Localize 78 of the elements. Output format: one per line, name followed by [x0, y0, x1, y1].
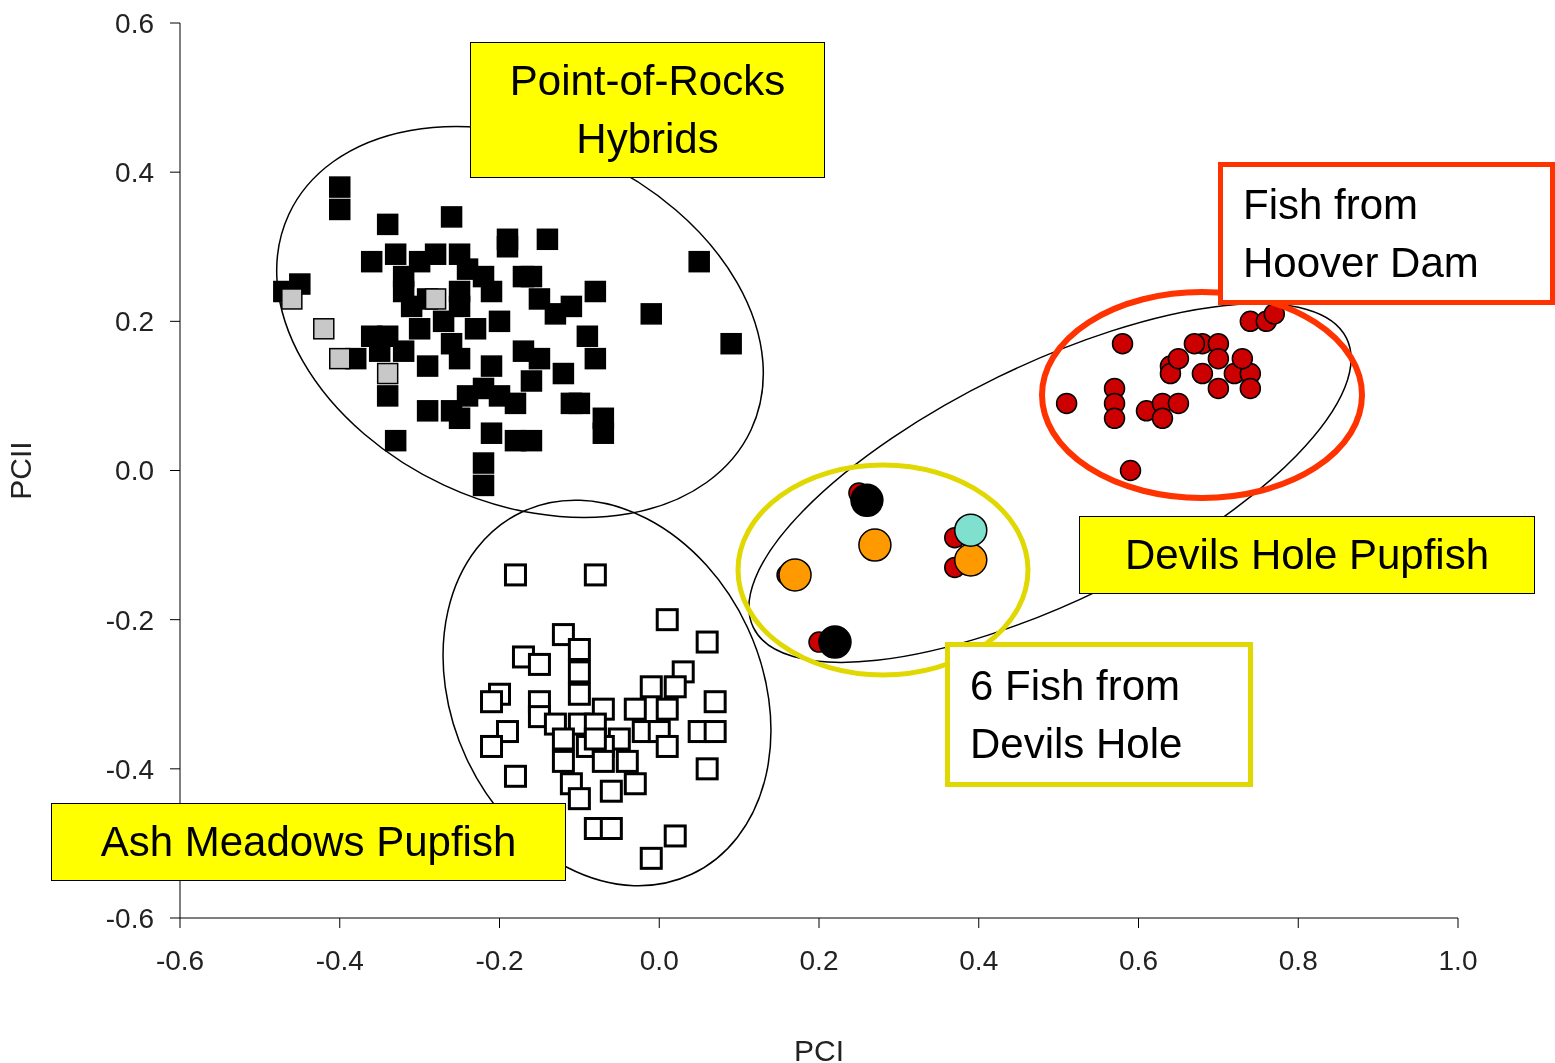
point — [1119, 459, 1142, 482]
point — [567, 787, 591, 811]
point — [329, 347, 351, 370]
point — [1191, 362, 1214, 385]
annotation: Ash Meadows Pupfish — [100, 817, 517, 867]
point — [281, 288, 303, 310]
point — [850, 483, 884, 518]
point — [503, 764, 527, 788]
x-tick-label: 0.6 — [1119, 944, 1158, 976]
y-tick-label: -0.6 — [105, 902, 154, 934]
y-tick-label: -0.4 — [105, 753, 154, 785]
point — [623, 697, 647, 721]
y-tick-label: 0.0 — [115, 455, 154, 487]
point — [1103, 407, 1126, 430]
x-axis-title: PCI — [793, 1034, 845, 1063]
point — [663, 824, 687, 848]
point — [703, 690, 727, 714]
point — [551, 727, 575, 751]
point — [954, 543, 988, 577]
point — [503, 563, 527, 587]
x-tick-label: 0.8 — [1278, 944, 1318, 976]
point — [703, 720, 727, 744]
point — [1151, 407, 1174, 430]
point — [858, 528, 892, 562]
point — [599, 779, 623, 803]
annotation: 6 Fish from Devils Hole — [970, 660, 1184, 769]
point — [583, 727, 607, 751]
point — [954, 513, 988, 547]
point — [1055, 392, 1078, 415]
point — [583, 563, 607, 587]
point — [1167, 347, 1190, 370]
point — [551, 623, 575, 647]
point — [1183, 332, 1206, 355]
point — [567, 638, 591, 661]
x-tick-label: 0.4 — [959, 944, 999, 976]
point — [655, 697, 679, 721]
y-tick-label: 0.6 — [115, 7, 154, 39]
y-tick-label: 0.2 — [115, 306, 154, 338]
point — [695, 630, 719, 654]
annotation: Devils Hole Pupfish — [1124, 530, 1490, 580]
point — [480, 690, 504, 714]
point — [639, 675, 663, 699]
point — [599, 817, 623, 840]
point — [655, 608, 679, 632]
annotation: Point-of-Rocks Hybrids — [508, 56, 787, 164]
point — [1111, 332, 1134, 355]
x-tick-label: 0.0 — [639, 944, 679, 976]
point — [424, 288, 447, 310]
point — [1207, 377, 1230, 400]
point — [567, 682, 591, 706]
point — [551, 749, 575, 773]
point — [818, 625, 852, 659]
point — [615, 749, 639, 773]
x-tick-label: -0.4 — [315, 944, 364, 976]
point — [695, 757, 719, 781]
point — [778, 558, 812, 592]
y-tick-label: 0.4 — [115, 157, 154, 189]
point — [527, 652, 551, 676]
point — [376, 362, 399, 385]
point — [313, 318, 335, 340]
point — [1207, 347, 1230, 370]
point — [623, 772, 647, 796]
x-tick-label: -0.6 — [155, 944, 205, 976]
point — [567, 660, 591, 684]
point — [1239, 377, 1262, 400]
point — [655, 734, 679, 758]
annotation: Fish from Hoover Dam — [1243, 179, 1480, 288]
x-tick-label: -0.2 — [475, 944, 524, 976]
point — [480, 734, 504, 758]
point — [1231, 347, 1254, 370]
point — [1167, 392, 1190, 415]
point — [591, 749, 615, 773]
x-tick-label: 0.2 — [799, 944, 839, 976]
y-tick-label: -0.2 — [105, 604, 154, 636]
point — [639, 846, 663, 870]
point — [663, 675, 687, 699]
x-tick-label: 1.0 — [1438, 944, 1478, 976]
y-axis-title: PCII — [3, 441, 37, 500]
